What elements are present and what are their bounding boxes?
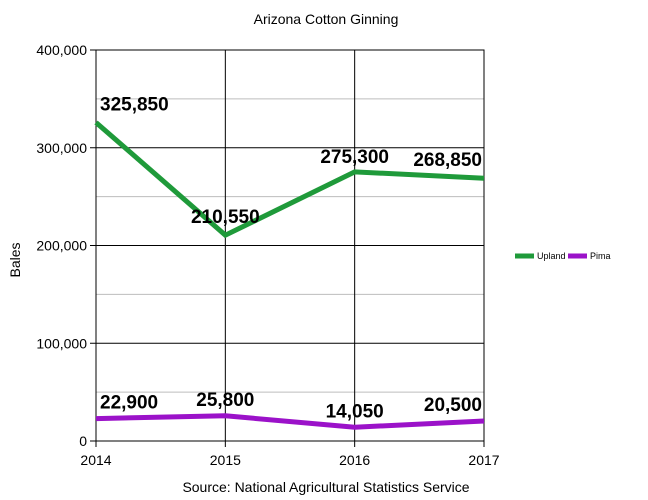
series-lines — [94, 120, 485, 430]
legend-label-upland: Upland — [537, 251, 566, 261]
x-tick-label: 2017 — [468, 452, 499, 468]
data-label-pima: 22,900 — [100, 393, 158, 414]
x-tick-label: 2016 — [339, 452, 370, 468]
y-axis-ticks: 0 100,000 200,000 300,000 400,000 — [36, 42, 96, 449]
series-line-pima — [95, 413, 485, 430]
y-tick-label: 300,000 — [36, 140, 87, 156]
source-note: Source: National Agricultural Statistics… — [182, 479, 469, 495]
legend-label-pima: Pima — [590, 251, 611, 261]
x-axis-ticks: 2014 2015 2016 2017 — [80, 441, 500, 468]
x-tick-label: 2015 — [210, 452, 241, 468]
y-axis-label: Bales — [7, 242, 23, 277]
chart-title: Arizona Cotton Ginning — [254, 11, 399, 27]
data-labels: 325,850 210,550 275,300 268,850 22,900 25,800… — [100, 94, 482, 422]
y-tick-label: 100,000 — [36, 335, 87, 351]
minor-gridlines — [96, 98, 484, 393]
y-tick-label: 400,000 — [36, 42, 87, 58]
y-tick-label: 200,000 — [36, 238, 87, 254]
legend: Upland Pima — [515, 251, 611, 261]
data-label-pima: 14,050 — [326, 401, 384, 422]
data-label-upland: 275,300 — [320, 147, 389, 168]
data-label-upland: 325,850 — [100, 94, 169, 115]
data-label-upland: 210,550 — [191, 207, 260, 228]
series-line-upland — [94, 120, 485, 239]
data-label-upland: 268,850 — [413, 150, 482, 171]
x-tick-label: 2014 — [80, 452, 111, 468]
data-label-pima: 25,800 — [196, 390, 254, 411]
y-tick-label: 0 — [79, 433, 87, 449]
data-label-pima: 20,500 — [424, 395, 482, 416]
